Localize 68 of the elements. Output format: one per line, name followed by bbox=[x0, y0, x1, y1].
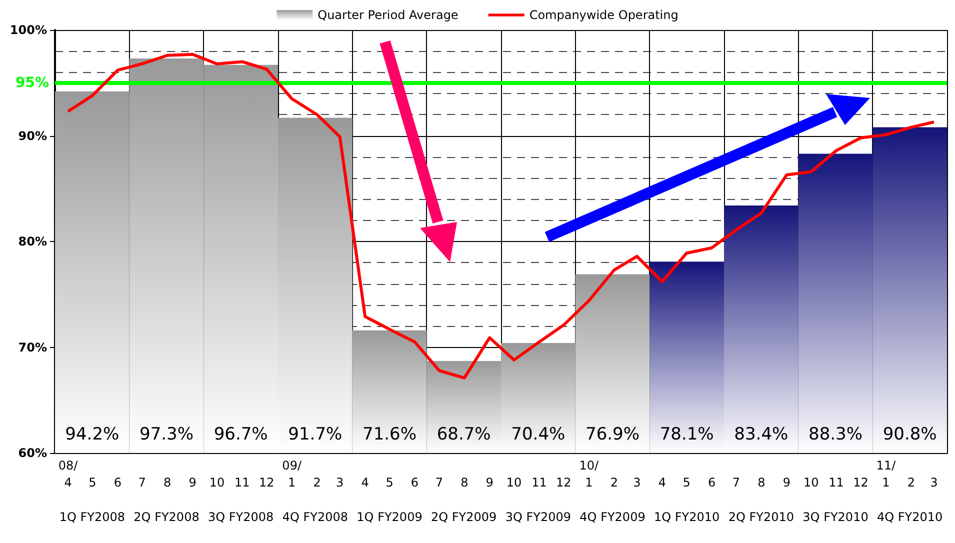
x2-tick-label: 5 bbox=[88, 476, 96, 490]
x2-tick-label: 2 bbox=[907, 476, 916, 490]
legend-label: Quarter Period Average bbox=[318, 8, 458, 22]
x2-tick-label: 3 bbox=[633, 476, 641, 490]
x2-tick-label: 10 bbox=[506, 476, 522, 490]
data-label: 94.2% bbox=[65, 424, 120, 444]
data-label: 88.3% bbox=[808, 424, 863, 444]
y-tick-label: 90% bbox=[18, 128, 47, 143]
data-label: 71.6% bbox=[362, 424, 417, 444]
data-label: 90.8% bbox=[882, 424, 937, 444]
x2-tick-label: 6 bbox=[708, 476, 716, 490]
x2-tick-label: 10/ 1 bbox=[579, 458, 600, 490]
x2-tick-label: 4 bbox=[658, 476, 666, 490]
x2-tick-label: 3 bbox=[336, 476, 344, 490]
data-label: 76.9% bbox=[585, 424, 640, 444]
data-label: 91.7% bbox=[288, 424, 342, 444]
data-label: 68.7% bbox=[436, 424, 491, 444]
x2-tick-label: 11 bbox=[532, 476, 547, 490]
x2-tick-label: 9 bbox=[188, 476, 196, 490]
x2-tick-label: 5 bbox=[386, 476, 394, 490]
x-tick-label: 2Q FY2010 bbox=[728, 510, 794, 524]
x2-tick-label: 4 bbox=[361, 476, 369, 490]
x-tick-label: 2Q FY2008 bbox=[134, 510, 200, 524]
x2-tick-label: 6 bbox=[410, 476, 419, 490]
x2-tick-label: 08/ 4 bbox=[58, 458, 79, 490]
x2-tick-label: 2 bbox=[313, 476, 321, 490]
data-label: 83.4% bbox=[734, 424, 788, 444]
x2-tick-label: 5 bbox=[682, 476, 690, 490]
y-tick-label: 70% bbox=[18, 340, 47, 354]
x2-tick-label: 12 bbox=[853, 476, 868, 490]
ref-line-label: 95% bbox=[15, 74, 49, 91]
x2-tick-label: 10 bbox=[803, 476, 819, 490]
x2-tick-label: 12 bbox=[556, 476, 572, 490]
x-tick-label: 3Q FY2008 bbox=[208, 510, 274, 524]
x2-tick-label: 2 bbox=[610, 476, 618, 490]
x-tick-label: 1Q FY2009 bbox=[356, 510, 422, 524]
x2-tick-label: 11 bbox=[828, 476, 844, 490]
x2-tick-label: 7 bbox=[435, 476, 443, 490]
x-tick-label: 1Q FY2008 bbox=[59, 510, 126, 524]
x2-tick-label: 8 bbox=[758, 476, 766, 490]
data-label: 97.3% bbox=[139, 424, 194, 444]
x-tick-label: 4Q FY2010 bbox=[876, 510, 943, 524]
x-tick-label: 1Q FY2010 bbox=[654, 510, 720, 524]
x2-tick-label: 9 bbox=[486, 476, 494, 490]
x2-tick-label: 3 bbox=[930, 476, 938, 490]
y-tick-label: 80% bbox=[18, 234, 47, 248]
data-label: 96.7% bbox=[214, 424, 268, 444]
x2-tick-label: 12 bbox=[258, 476, 274, 490]
x2-tick-label: 09/ 1 bbox=[282, 458, 302, 490]
x2-tick-label: 11/ 1 bbox=[876, 458, 897, 490]
x2-tick-label: 7 bbox=[732, 476, 740, 490]
x-tick-label: 3Q FY2010 bbox=[802, 510, 868, 524]
data-label: 78.1% bbox=[660, 424, 714, 444]
data-label: 70.4% bbox=[511, 424, 566, 444]
x-tick-label: 4Q FY2009 bbox=[580, 510, 646, 524]
legend-label: Companywide Operating bbox=[529, 8, 678, 22]
x2-tick-label: 8 bbox=[460, 476, 468, 490]
x2-tick-label: 6 bbox=[114, 476, 122, 490]
x2-tick-label: 11 bbox=[234, 476, 250, 490]
x-tick-label: 3Q FY2009 bbox=[505, 510, 572, 524]
x2-tick-label: 7 bbox=[138, 476, 146, 490]
x-tick-label: 2Q FY2009 bbox=[430, 510, 497, 524]
x-tick-label: 4Q FY2008 bbox=[282, 510, 348, 524]
x2-tick-label: 8 bbox=[163, 476, 172, 490]
x2-tick-label: 9 bbox=[782, 476, 790, 490]
y-tick-label: 100% bbox=[10, 23, 47, 37]
y-tick-label: 60% bbox=[18, 446, 47, 460]
x2-tick-label: 10 bbox=[209, 476, 225, 490]
